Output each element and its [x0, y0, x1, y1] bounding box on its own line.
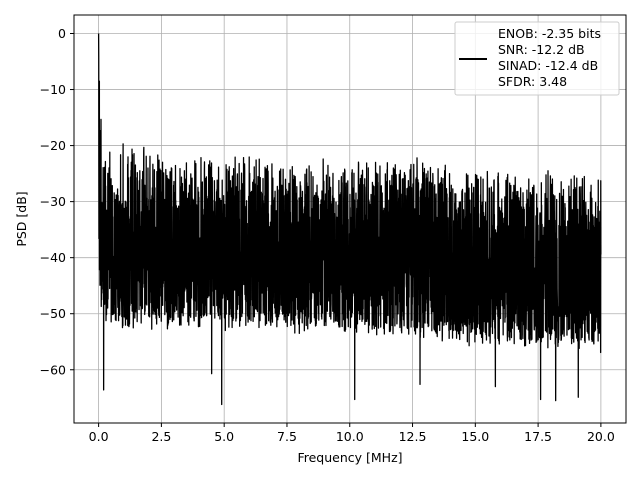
legend-box — [454, 21, 620, 96]
x-tick-label: 7.5 — [277, 429, 297, 444]
x-tick-label: 0.0 — [89, 429, 109, 444]
x-tick-label: 15.0 — [461, 429, 489, 444]
x-tick-label: 20.0 — [587, 429, 615, 444]
y-axis-label: PSD [dB] — [14, 191, 29, 246]
y-tick-label: −60 — [40, 362, 66, 377]
legend-line-snr: SNR: -12.2 dB — [498, 42, 585, 57]
x-axis-label: Frequency [MHz] — [297, 450, 402, 465]
y-tick-label: −40 — [40, 250, 66, 265]
legend-line-sfdr: SFDR: 3.48 — [498, 74, 567, 89]
x-tick-label: 2.5 — [151, 429, 171, 444]
x-tick-label: 12.5 — [399, 429, 427, 444]
y-tick-label: −10 — [40, 82, 66, 97]
psd-line — [97, 33, 602, 406]
x-tick-label: 10.0 — [336, 429, 364, 444]
psd-series — [97, 33, 602, 406]
legend-line-enob: ENOB: -2.35 bits — [498, 26, 601, 41]
y-tick-label: 0 — [58, 26, 66, 41]
y-tick-label: −20 — [40, 138, 66, 153]
x-tick-label: 5.0 — [214, 429, 234, 444]
x-axis-ticks: 0.0 2.5 5.0 7.5 10.0 12.5 15.0 17.5 20.0 — [89, 423, 615, 444]
legend-line-sinad: SINAD: -12.4 dB — [498, 58, 598, 73]
y-axis-ticks: 0 −10 −20 −30 −40 −50 −60 — [40, 26, 74, 377]
x-tick-label: 17.5 — [524, 429, 552, 444]
y-tick-label: −30 — [40, 194, 66, 209]
y-tick-label: −50 — [40, 306, 66, 321]
legend: ENOB: -2.35 bits SNR: -12.2 dB SINAD: -1… — [454, 21, 620, 96]
